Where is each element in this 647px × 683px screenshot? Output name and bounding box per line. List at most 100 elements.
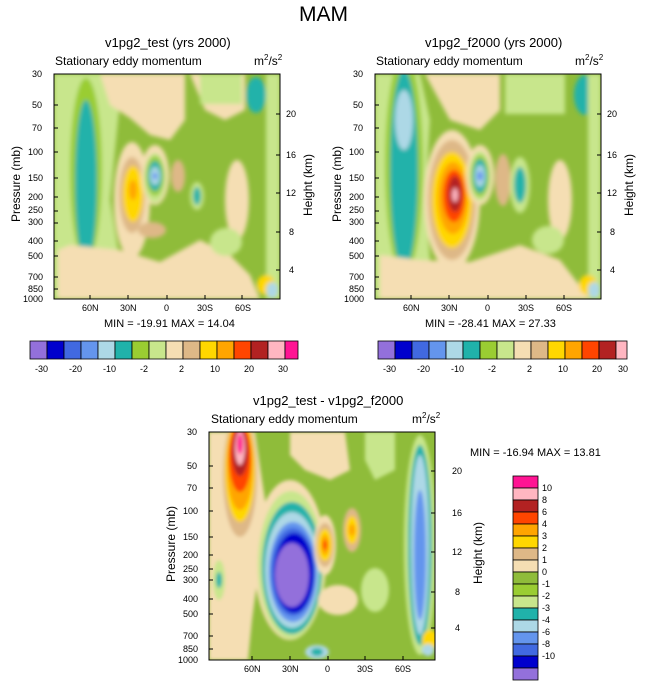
p1-cb-label-m30: -30 [35, 364, 49, 374]
p3-ytick-50: 50 [187, 461, 198, 471]
p1-ytick-500: 500 [28, 251, 44, 261]
p1-htick-16: 16 [286, 150, 297, 160]
p2-cb-label-m2: -2 [488, 364, 497, 374]
p1-ytick-1000: 1000 [23, 294, 44, 304]
p3-cb-label-m4: -4 [542, 615, 551, 625]
p1-ytick-70: 70 [32, 123, 43, 133]
p2-xtick-30S: 30S [518, 303, 535, 313]
p2-ytick-500: 500 [349, 251, 365, 261]
p2-ytick-250: 250 [349, 205, 365, 215]
p1-cb-label-30: 30 [278, 364, 289, 374]
p1-htick-20: 20 [286, 109, 297, 119]
p3-xtick-0: 0 [325, 664, 331, 674]
p1-xtick-0: 0 [164, 303, 170, 313]
p3-cb-label-m2: -2 [542, 591, 551, 601]
p2-cb-label-m20: -20 [417, 364, 431, 374]
panel-title-f2000: v1pg2_f2000 (yrs 2000) [425, 35, 563, 50]
p1-ytick-300: 300 [28, 217, 44, 227]
p1-ytick-400: 400 [28, 236, 44, 246]
p1-xtick-60S: 60S [235, 303, 252, 313]
p2-cb-label-m30: -30 [383, 364, 397, 374]
p3-ytick-700: 700 [183, 631, 199, 641]
p1-ytick-50: 50 [32, 100, 43, 110]
p1-ytick-100: 100 [28, 147, 44, 157]
panel-label-f2000: Stationary eddy momentum [376, 54, 523, 68]
p3-htick-12: 12 [452, 547, 463, 557]
p3-cb-label-8: 8 [542, 495, 548, 505]
p3-htick-8: 8 [455, 587, 461, 597]
units-diff: m2/s2 [412, 411, 441, 426]
p2-ytick-70: 70 [353, 123, 364, 133]
p3-cb-label-4: 4 [542, 519, 548, 529]
p1-xtick-60N: 60N [82, 303, 99, 313]
p1-htick-4: 4 [289, 265, 295, 275]
p2-ytick-400: 400 [349, 236, 365, 246]
colorbar-f2000 [377, 340, 628, 360]
p2-ytick-200: 200 [349, 192, 365, 202]
p2-ytick-300: 300 [349, 217, 365, 227]
p3-xtick-30N: 30N [282, 664, 299, 674]
p2-minmax: MIN = -28.41 MAX = 27.33 [425, 318, 556, 330]
p3-ytick-1000: 1000 [178, 655, 199, 665]
panel-title-test: v1pg2_test (yrs 2000) [105, 35, 231, 50]
p3-ytick-300: 300 [183, 575, 199, 585]
p2-ytick-100: 100 [349, 147, 365, 157]
p3-xtick-60N: 60N [244, 664, 261, 674]
p2-ytick-50: 50 [353, 100, 364, 110]
p3-height-label: Height (km) [471, 522, 485, 585]
ticks-diff [209, 431, 435, 661]
units-f2000: m2/s2 [575, 53, 604, 68]
p3-ylabel: Pressure (mb) [164, 506, 178, 583]
p3-cb-label-m6: -6 [542, 627, 551, 637]
p1-xtick-30N: 30N [120, 303, 137, 313]
p3-ytick-250: 250 [183, 564, 199, 574]
p1-ytick-30: 30 [32, 69, 43, 79]
p2-xtick-30N: 30N [441, 303, 458, 313]
p1-xtick-30S: 30S [197, 303, 214, 313]
p2-htick-20: 20 [607, 109, 618, 119]
p2-cb-label-m10: -10 [451, 364, 465, 374]
p3-cb-label-2: 2 [542, 543, 548, 553]
p2-htick-4: 4 [610, 265, 616, 275]
p1-cb-label-10: 10 [210, 364, 221, 374]
p3-htick-20: 20 [452, 466, 463, 476]
p2-xtick-60N: 60N [403, 303, 420, 313]
p1-cb-label-m20: -20 [69, 364, 83, 374]
p2-ytick-1000: 1000 [344, 294, 365, 304]
p3-ytick-100: 100 [183, 506, 199, 516]
p3-htick-4: 4 [455, 623, 461, 633]
p1-ytick-700: 700 [28, 272, 44, 282]
p3-ytick-500: 500 [183, 609, 199, 619]
p2-ytick-150: 150 [349, 173, 365, 183]
p1-ytick-150: 150 [28, 173, 44, 183]
p2-ytick-850: 850 [349, 284, 365, 294]
p3-cb-label-1: 1 [542, 555, 548, 565]
panel-label-test: Stationary eddy momentum [55, 54, 202, 68]
p3-cb-label-m10: -10 [542, 651, 556, 661]
p2-cb-label-30: 30 [618, 364, 629, 374]
p1-cb-label-20: 20 [244, 364, 255, 374]
p2-ylabel: Pressure (mb) [330, 146, 344, 223]
colorbar-test [29, 340, 299, 360]
colorbar-diff [512, 475, 539, 681]
p1-ytick-200: 200 [28, 192, 44, 202]
p2-htick-8: 8 [610, 227, 616, 237]
p3-cb-label-6: 6 [542, 507, 548, 517]
p3-ytick-150: 150 [183, 532, 199, 542]
ticks-f2000 [375, 73, 601, 300]
p3-cb-label-m3: -3 [542, 603, 551, 613]
p1-ylabel: Pressure (mb) [9, 146, 23, 223]
p3-ytick-70: 70 [187, 483, 198, 493]
p3-ytick-30: 30 [187, 427, 198, 437]
p3-xtick-60S: 60S [395, 664, 412, 674]
p3-cb-label-0: 0 [542, 567, 548, 577]
p2-xtick-60S: 60S [556, 303, 573, 313]
p3-ytick-850: 850 [183, 644, 199, 654]
panel-title-diff: v1pg2_test - v1pg2_f2000 [253, 393, 404, 408]
p1-height-label: Height (km) [301, 154, 315, 217]
p2-cb-label-10: 10 [558, 364, 569, 374]
p3-xtick-30S: 30S [357, 664, 374, 674]
p1-cb-label-2: 2 [179, 364, 185, 374]
p1-cb-label-m10: -10 [103, 364, 117, 374]
